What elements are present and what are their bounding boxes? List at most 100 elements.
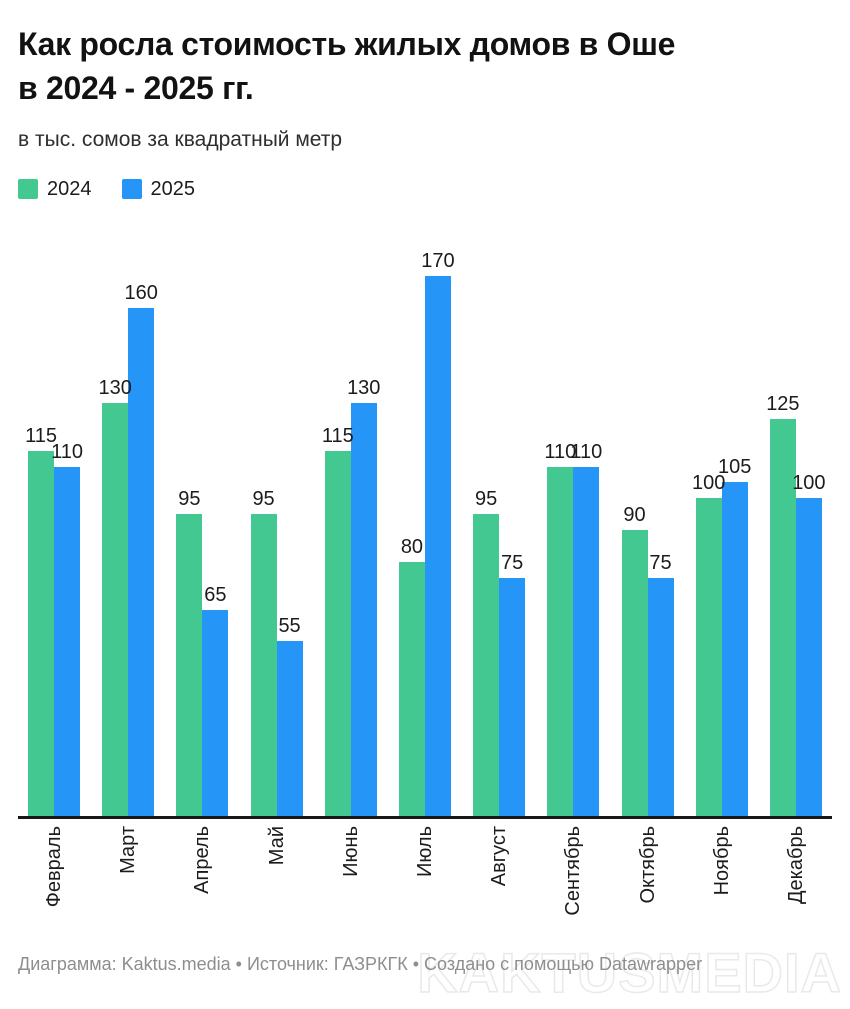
bar-column-2025-Сентябрь: 110 bbox=[570, 441, 603, 816]
bar-group-Февраль: 115 110 bbox=[25, 425, 83, 816]
legend-label-2024: 2024 bbox=[47, 177, 92, 200]
bar-2024-Апрель bbox=[176, 514, 203, 816]
bar-value-label-2024-Февраль: 115 bbox=[25, 425, 57, 447]
bar-2025-Август bbox=[499, 578, 526, 816]
x-axis-label-Март: Март bbox=[117, 826, 140, 874]
bar-column-2025-Апрель: 65 bbox=[202, 584, 229, 816]
bar-value-label-2024-Октябрь: 90 bbox=[623, 504, 646, 526]
bar-2025-Июнь bbox=[350, 403, 377, 816]
bar-value-label-2025-Июнь: 130 bbox=[347, 377, 381, 399]
bar-column-2024-Ноябрь: 100 bbox=[692, 472, 725, 816]
bar-value-label-2025-Июль: 170 bbox=[421, 250, 455, 272]
bar-2024-Июнь bbox=[324, 451, 351, 816]
bar-2024-Ноябрь bbox=[695, 498, 722, 816]
x-axis-label-Февраль: Февраль bbox=[43, 826, 65, 908]
x-axis-label-Июль: Июль bbox=[413, 826, 436, 878]
bar-value-label-2025-Сентябрь: 110 bbox=[570, 441, 603, 463]
bar-group-Июль: 80 170 bbox=[398, 250, 455, 816]
bar-column-2025-Июль: 170 bbox=[421, 250, 455, 816]
chart-footer: Диаграмма: Kaktus.media • Источник: ГАЗР… bbox=[18, 954, 703, 974]
bar-group-Ноябрь: 100 105 bbox=[692, 456, 752, 816]
bar-column-2024-Апрель: 95 bbox=[176, 488, 203, 816]
chart-title: Как росла стоимость жилых домов в Оше в … bbox=[18, 22, 832, 110]
legend: 2024 2025 bbox=[18, 178, 832, 200]
bar-value-label-2025-Февраль: 110 bbox=[51, 441, 83, 463]
bar-value-label-2024-Сентябрь: 110 bbox=[544, 441, 577, 463]
legend-swatch-2025-icon bbox=[121, 179, 142, 199]
x-axis-label-Август: Август bbox=[488, 826, 511, 887]
bar-chart: 115 110 130 160 95 65 95 55 115 130 80 170 95 75 110 11… bbox=[18, 243, 832, 937]
bar-value-label-2024-Июль: 80 bbox=[400, 536, 424, 558]
bar-2024-Октябрь bbox=[621, 530, 648, 816]
x-axis-label-Ноябрь: Ноябрь bbox=[710, 826, 733, 896]
chart-title-line1: Как росла стоимость жилых домов в Оше bbox=[18, 26, 676, 62]
bar-value-label-2024-Август: 95 bbox=[475, 488, 498, 510]
bar-2024-Август bbox=[473, 514, 500, 816]
bar-2024-Март bbox=[102, 403, 129, 816]
bar-2025-Ноябрь bbox=[721, 482, 748, 816]
bar-column-2025-Декабрь: 100 bbox=[792, 472, 826, 816]
bar-group-Сентябрь: 110 110 bbox=[544, 441, 603, 816]
bar-value-label-2024-Май: 95 bbox=[252, 488, 275, 510]
x-axis-label-Апрель: Апрель bbox=[191, 826, 214, 894]
bar-2025-Февраль bbox=[54, 467, 80, 816]
bar-group-Август: 95 75 bbox=[473, 488, 526, 816]
legend-item-2024: 2024 bbox=[18, 178, 92, 201]
bar-group-Апрель: 95 65 bbox=[176, 488, 229, 816]
bar-2025-Март bbox=[128, 308, 155, 816]
bar-value-label-2024-Ноябрь: 100 bbox=[692, 472, 726, 494]
bar-value-label-2025-Май: 55 bbox=[278, 615, 301, 637]
bar-group-Декабрь: 125 100 bbox=[766, 393, 826, 816]
x-axis-label-Октябрь: Октябрь bbox=[636, 826, 659, 904]
bar-group-Март: 130 160 bbox=[99, 282, 158, 816]
bar-value-label-2025-Декабрь: 100 bbox=[792, 472, 826, 494]
bar-group-Июнь: 115 130 bbox=[321, 377, 380, 816]
bar-value-label-2025-Апрель: 65 bbox=[204, 584, 227, 606]
bars-area: 115 110 130 160 95 65 95 55 115 130 80 170 95 75 110 11… bbox=[18, 243, 832, 816]
chart-subtitle: в тыс. сомов за квадратный метр bbox=[18, 128, 343, 151]
bar-column-2025-Февраль: 110 bbox=[51, 441, 83, 816]
bar-column-2024-Февраль: 115 bbox=[25, 425, 57, 816]
bar-group-Май: 95 55 bbox=[250, 488, 303, 816]
x-axis-line bbox=[18, 816, 832, 819]
bar-2025-Сентябрь bbox=[573, 467, 600, 816]
bar-2025-Май bbox=[276, 641, 303, 816]
bar-column-2025-Август: 75 bbox=[499, 552, 526, 816]
legend-item-2025: 2025 bbox=[121, 177, 196, 201]
legend-label-2025: 2025 bbox=[150, 177, 196, 200]
bar-2024-Сентябрь bbox=[547, 467, 574, 816]
bar-2024-Декабрь bbox=[769, 419, 796, 816]
bar-column-2024-Декабрь: 125 bbox=[766, 393, 800, 816]
bar-column-2024-Май: 95 bbox=[250, 488, 277, 816]
bar-column-2025-Май: 55 bbox=[276, 615, 303, 816]
bar-value-label-2025-Август: 75 bbox=[501, 552, 524, 574]
bar-column-2024-Март: 130 bbox=[99, 377, 132, 816]
bar-2025-Июль bbox=[424, 276, 451, 816]
bar-column-2025-Июнь: 130 bbox=[347, 377, 380, 816]
bar-2024-Май bbox=[250, 514, 277, 816]
bar-2025-Апрель bbox=[202, 610, 229, 816]
x-axis-label-Декабрь: Декабрь bbox=[784, 826, 807, 904]
bar-column-2025-Март: 160 bbox=[125, 282, 158, 816]
bar-value-label-2024-Июнь: 115 bbox=[321, 425, 354, 447]
x-axis-label-Июнь: Июнь bbox=[339, 826, 362, 877]
bar-value-label-2025-Ноябрь: 105 bbox=[718, 456, 752, 478]
bar-column-2025-Октябрь: 75 bbox=[647, 552, 674, 816]
bar-2024-Июль bbox=[398, 562, 425, 816]
bar-2024-Февраль bbox=[28, 451, 54, 816]
bar-value-label-2025-Октябрь: 75 bbox=[649, 552, 672, 574]
bar-column-2024-Октябрь: 90 bbox=[621, 504, 648, 816]
bar-value-label-2024-Декабрь: 125 bbox=[766, 393, 800, 415]
bar-2025-Декабрь bbox=[795, 498, 822, 816]
chart-title-line2: в 2024 - 2025 гг. bbox=[18, 70, 254, 106]
legend-swatch-2024-icon bbox=[18, 179, 38, 199]
bar-value-label-2024-Апрель: 95 bbox=[178, 488, 201, 510]
bar-column-2024-Август: 95 bbox=[473, 488, 500, 816]
x-axis-label-Сентябрь: Сентябрь bbox=[562, 826, 585, 916]
x-axis-label-Май: Май bbox=[265, 826, 288, 866]
bar-column-2024-Сентябрь: 110 bbox=[544, 441, 577, 816]
bar-2025-Октябрь bbox=[647, 578, 674, 816]
bar-value-label-2024-Март: 130 bbox=[98, 377, 132, 399]
bar-column-2024-Июнь: 115 bbox=[321, 425, 354, 816]
